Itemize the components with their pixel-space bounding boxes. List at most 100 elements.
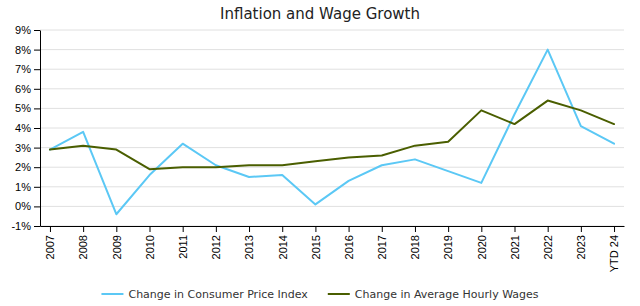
series-group (50, 50, 614, 215)
x-tick-mark (116, 226, 117, 232)
x-tick-label: 2023 (575, 235, 587, 259)
grid-line (40, 88, 624, 89)
x-tick-label: 2011 (177, 235, 189, 259)
plot: -1% 0% 1% 2% 3% 4% 5% 6% 7% 8% 9% 2007 2008 2009 2010 2… (11, 24, 624, 272)
y-tick: 9% (15, 24, 40, 36)
y-tick: 4% (15, 122, 40, 134)
x-tick-mark (481, 226, 482, 232)
x-tick-mark (581, 226, 582, 232)
legend-label: Change in Consumer Price Index (128, 288, 308, 301)
x-tick-mark (282, 226, 283, 232)
y-tick-mark (34, 128, 40, 129)
x-tick-label: 2013 (243, 235, 255, 259)
x-tick-mark (415, 226, 416, 232)
x-tick-label: 2008 (77, 235, 89, 259)
grid-line (40, 128, 624, 129)
y-tick-label: 5% (15, 102, 31, 114)
y-tick-mark (34, 148, 40, 149)
x-tick-label: 2009 (111, 235, 123, 259)
grid-line (40, 49, 624, 50)
grid-line (40, 186, 624, 187)
y-tick-label: 8% (15, 44, 31, 56)
y-tick-mark (34, 69, 40, 70)
y-tick: 2% (15, 161, 40, 173)
y-tick-label: 7% (15, 63, 31, 75)
grid-line (40, 147, 624, 148)
y-tick: 7% (15, 63, 40, 75)
y-tick: -1% (11, 220, 40, 232)
legend-label: Change in Average Hourly Wages (355, 288, 539, 301)
y-tick-label: 9% (15, 24, 31, 36)
y-tick-label: 0% (15, 200, 31, 212)
x-tick: 2019 (442, 226, 454, 259)
y-tick-mark (34, 108, 40, 109)
x-tick: 2015 (310, 226, 322, 259)
chart: -1% 0% 1% 2% 3% 4% 5% 6% 7% 8% 9% 2007 2008 2009 2010 2… (0, 0, 640, 306)
x-tick-label: 2014 (277, 235, 289, 259)
x-tick-mark (614, 226, 615, 232)
x-tick: 2021 (509, 226, 521, 259)
x-tick: 2007 (44, 226, 56, 259)
x-tick-label: 2020 (476, 235, 488, 259)
x-tick-label: 2018 (409, 235, 421, 259)
y-tick: 0% (15, 200, 40, 212)
x-tick: 2010 (144, 226, 156, 259)
x-tick: 2017 (376, 226, 388, 259)
x-tick-label: 2007 (44, 235, 56, 259)
x-tick-label: 2019 (442, 235, 454, 259)
x-tick: 2013 (243, 226, 255, 259)
x-tick: YTD 24 (608, 226, 620, 272)
x-tick-mark (448, 226, 449, 232)
legend: Change in Consumer Price Index Change in … (101, 288, 538, 301)
series-line (50, 50, 614, 215)
x-tick-mark (382, 226, 383, 232)
y-tick-label: 3% (15, 142, 31, 154)
x-tick-mark (548, 226, 549, 232)
x-tick-mark (183, 226, 184, 232)
x-tick-label: 2016 (343, 235, 355, 259)
x-tick: 2022 (542, 226, 554, 259)
x-tick: 2009 (111, 226, 123, 259)
x-tick: 2012 (210, 226, 222, 259)
y-tick: 8% (15, 44, 40, 56)
x-tick-mark (50, 226, 51, 232)
legend-item: Change in Average Hourly Wages (328, 288, 539, 301)
x-tick: 2016 (343, 226, 355, 259)
title: Inflation and Wage Growth (220, 5, 420, 23)
y-tick-label: 6% (15, 83, 31, 95)
y-tick-mark (34, 89, 40, 90)
legend-swatch (328, 293, 350, 295)
x-tick-label: 2012 (210, 235, 222, 259)
x-tick-mark (249, 226, 250, 232)
x-tick-label: 2021 (509, 235, 521, 259)
grid (40, 30, 624, 226)
y-tick-mark (34, 206, 40, 207)
x-axis-line (41, 226, 625, 227)
x-tick-mark (349, 226, 350, 232)
y-axis-line (40, 31, 41, 227)
y-tick-mark (34, 187, 40, 188)
x-tick-mark (216, 226, 217, 232)
y-tick: 3% (15, 142, 40, 154)
y-tick: 6% (15, 83, 40, 95)
x-tick: 2020 (476, 226, 488, 259)
y-tick-label: 4% (15, 122, 31, 134)
x-tick-mark (83, 226, 84, 232)
x-tick: 2011 (177, 226, 189, 259)
y-tick-mark (34, 50, 40, 51)
grid-line (40, 167, 624, 168)
legend-swatch (101, 293, 123, 295)
x-tick-label: YTD 24 (608, 235, 620, 272)
grid-line (40, 206, 624, 207)
grid-line (40, 226, 624, 227)
x-tick-label: 2022 (542, 235, 554, 259)
y-tick-label: 1% (15, 181, 31, 193)
x-tick-label: 2015 (310, 235, 322, 259)
x-tick-mark (150, 226, 151, 232)
y-tick: 1% (15, 181, 40, 193)
x-tick-mark (515, 226, 516, 232)
x-tick: 2018 (409, 226, 421, 259)
y-axis: -1% 0% 1% 2% 3% 4% 5% 6% 7% 8% 9% (11, 24, 40, 232)
x-tick-label: 2010 (144, 235, 156, 259)
grid-line (40, 30, 624, 31)
